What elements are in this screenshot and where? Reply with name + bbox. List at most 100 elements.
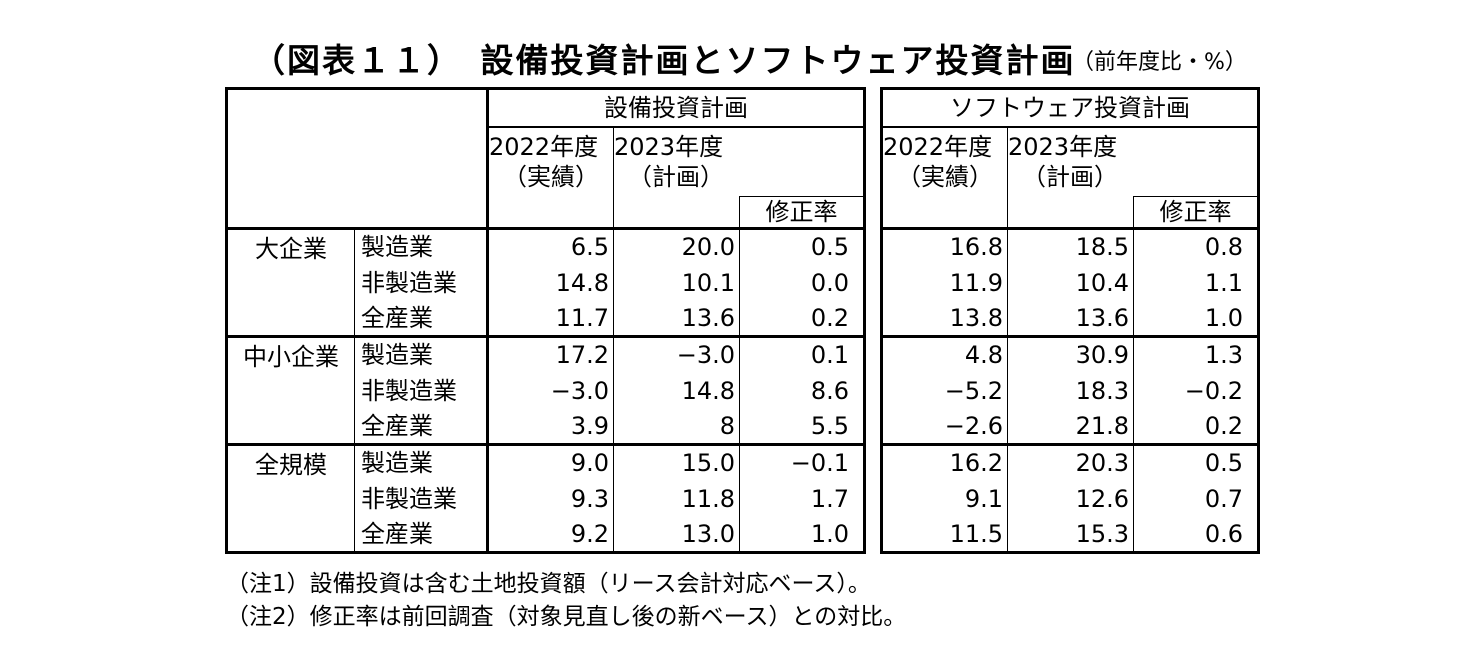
capex-value-revision: −0.1 <box>739 444 865 481</box>
software-value-2023: 13.6 <box>1007 300 1134 338</box>
header-row-revision: 修正率 <box>882 196 1259 230</box>
capex-table: 設備投資計画 2022年度 （実績） 2023年度 （計画） 修正率 大企業 製造… <box>225 87 866 554</box>
group-label: 全規模 <box>226 444 355 554</box>
software-value-revision: 1.3 <box>1133 336 1259 373</box>
capex-value-revision: 1.0 <box>739 516 865 554</box>
header-2023-spacer <box>613 196 740 230</box>
header-row-group: 設備投資計画 <box>226 88 865 230</box>
capex-value-2022: 9.3 <box>486 480 614 517</box>
header-2023-note: （計画） <box>1022 162 1118 191</box>
capex-value-2022: 9.0 <box>486 444 614 481</box>
header-2023-note: （計画） <box>628 162 724 191</box>
software-value-revision: 0.2 <box>1133 408 1259 446</box>
industry-label: 非製造業 <box>354 480 488 517</box>
software-value-2023: 18.3 <box>1007 372 1134 409</box>
industry-label: 非製造業 <box>354 372 488 409</box>
table-row: 9.1 12.6 0.7 <box>882 480 1259 517</box>
software-table: ソフトウェア投資計画 2022年度 （実績） 2023年度 （計画） 修正率 1… <box>880 87 1260 554</box>
capex-value-revision: 0.0 <box>739 264 865 301</box>
capex-value-2023: 13.6 <box>613 300 740 338</box>
table-row: 16.8 18.5 0.8 <box>882 228 1259 265</box>
header-row-group: ソフトウェア投資計画 <box>881 88 1259 128</box>
capex-value-2022: 17.2 <box>486 336 614 373</box>
header-2023: 2023年度 （計画） <box>613 126 865 197</box>
header-row-years: 2022年度 （実績） 2023年度 （計画） <box>227 126 865 230</box>
capex-value-2023: 10.1 <box>613 264 740 301</box>
table-row: 16.2 20.3 0.5 <box>882 444 1259 481</box>
capex-value-2022: 3.9 <box>486 408 614 446</box>
software-value-revision: 0.7 <box>1133 480 1259 517</box>
header-2023-spacer <box>1007 196 1134 230</box>
software-value-revision: −0.2 <box>1133 372 1259 409</box>
software-value-2023: 20.3 <box>1007 444 1134 481</box>
capex-value-2022: −3.0 <box>486 372 614 409</box>
capex-value-2023: −3.0 <box>613 336 740 373</box>
capex-value-revision: 8.6 <box>739 372 865 409</box>
software-value-2022: −2.6 <box>881 408 1008 446</box>
capex-value-2023: 8 <box>613 408 740 446</box>
industry-label: 非製造業 <box>354 264 488 301</box>
capex-value-2022: 6.5 <box>486 228 614 265</box>
header-2023: 2023年度 （計画） <box>1007 126 1259 197</box>
table-row: 全産業 11.7 13.6 0.2 <box>227 300 865 338</box>
capex-value-2022: 11.7 <box>486 300 614 338</box>
software-value-2022: −5.2 <box>944 376 1003 405</box>
capex-value-revision: 5.5 <box>739 408 865 446</box>
software-value-2023: 12.6 <box>1007 480 1134 517</box>
capex-value-2023: 20.0 <box>613 228 740 265</box>
software-value-2023: 21.8 <box>1007 408 1134 446</box>
unit-label: （前年度比・%） <box>1072 50 1247 75</box>
header-row-revision: 修正率 <box>227 196 865 230</box>
software-value-2022: 11.9 <box>949 268 1003 297</box>
capex-value-revision: 1.7 <box>739 480 865 517</box>
software-value-revision: 0.5 <box>1133 444 1259 481</box>
capex-value-2023: 15.0 <box>613 444 740 481</box>
table-row: 非製造業 14.8 10.1 0.0 <box>227 264 865 301</box>
software-value-revision: 1.0 <box>1133 300 1259 338</box>
capex-value-2023: 11.8 <box>613 480 740 517</box>
header-2023-year: 2023年度 <box>1008 132 1118 161</box>
table-row: 13.8 13.6 1.0 <box>881 300 1259 338</box>
industry-label: 全産業 <box>354 300 488 338</box>
header-2022-note: （実績） <box>897 162 993 191</box>
software-value-2023: 15.3 <box>1007 516 1134 554</box>
table-row: 11.9 10.4 1.1 <box>882 264 1259 301</box>
capex-value-2022: 14.8 <box>486 264 614 301</box>
industry-label: 全産業 <box>354 516 488 554</box>
software-value-2023: 18.5 <box>1007 228 1134 265</box>
table-row: 4.8 30.9 1.3 <box>882 336 1259 373</box>
industry-label: 製造業 <box>354 444 488 481</box>
table-row: 中小企業 製造業 17.2 −3.0 0.1 <box>226 336 865 446</box>
header-2022-year: 2022年度 <box>883 132 993 161</box>
capex-value-2022: 9.2 <box>486 516 614 554</box>
capex-value-revision: 0.5 <box>739 228 865 265</box>
software-value-revision: 0.6 <box>1133 516 1259 554</box>
table-row: −5.2 18.3 −0.2 <box>882 372 1259 409</box>
software-value-2022: 13.8 <box>881 300 1008 338</box>
table-row: 大企業 製造業 6.5 20.0 0.5 <box>226 228 865 338</box>
table-row: 全規模 製造業 9.0 15.0 −0.1 <box>226 444 865 554</box>
header-revision: 修正率 <box>1133 196 1259 230</box>
software-value-2023: 30.9 <box>1007 336 1134 373</box>
header-revision: 修正率 <box>739 196 865 230</box>
capex-value-2023: 14.8 <box>613 372 740 409</box>
group-label: 大企業 <box>226 228 355 338</box>
footnote-1: （注1）設備投資は含む土地投資額（リース会計対応ベース）。 <box>226 571 871 597</box>
industry-label: 全産業 <box>354 408 488 446</box>
footnote-2: （注2）修正率は前回調査（対象見直し後の新ベース）との対比。 <box>226 604 907 630</box>
header-2022-note: （実績） <box>503 162 599 191</box>
capex-value-2023: 13.0 <box>613 516 740 554</box>
page-title: （図表１１） 設備投資計画とソフトウェア投資計画 <box>252 41 1076 80</box>
footnotes: （注1）設備投資は含む土地投資額（リース会計対応ベース）。 （注2）修正率は前回… <box>226 568 906 634</box>
industry-label: 製造業 <box>354 336 488 373</box>
software-value-2022: 16.8 <box>949 233 1003 262</box>
header-row-years: 2022年度 （実績） 2023年度 （計画） <box>881 126 1259 230</box>
header-2023-year: 2023年度 <box>614 132 724 161</box>
software-value-revision: 1.1 <box>1133 264 1259 301</box>
group-label: 中小企業 <box>226 336 355 446</box>
capex-value-revision: 0.2 <box>739 300 865 338</box>
table-row: 非製造業 9.3 11.8 1.7 <box>227 480 865 517</box>
table-row: −2.6 21.8 0.2 <box>881 408 1259 446</box>
corner-cell <box>226 88 488 230</box>
software-value-2023: 10.4 <box>1007 264 1134 301</box>
